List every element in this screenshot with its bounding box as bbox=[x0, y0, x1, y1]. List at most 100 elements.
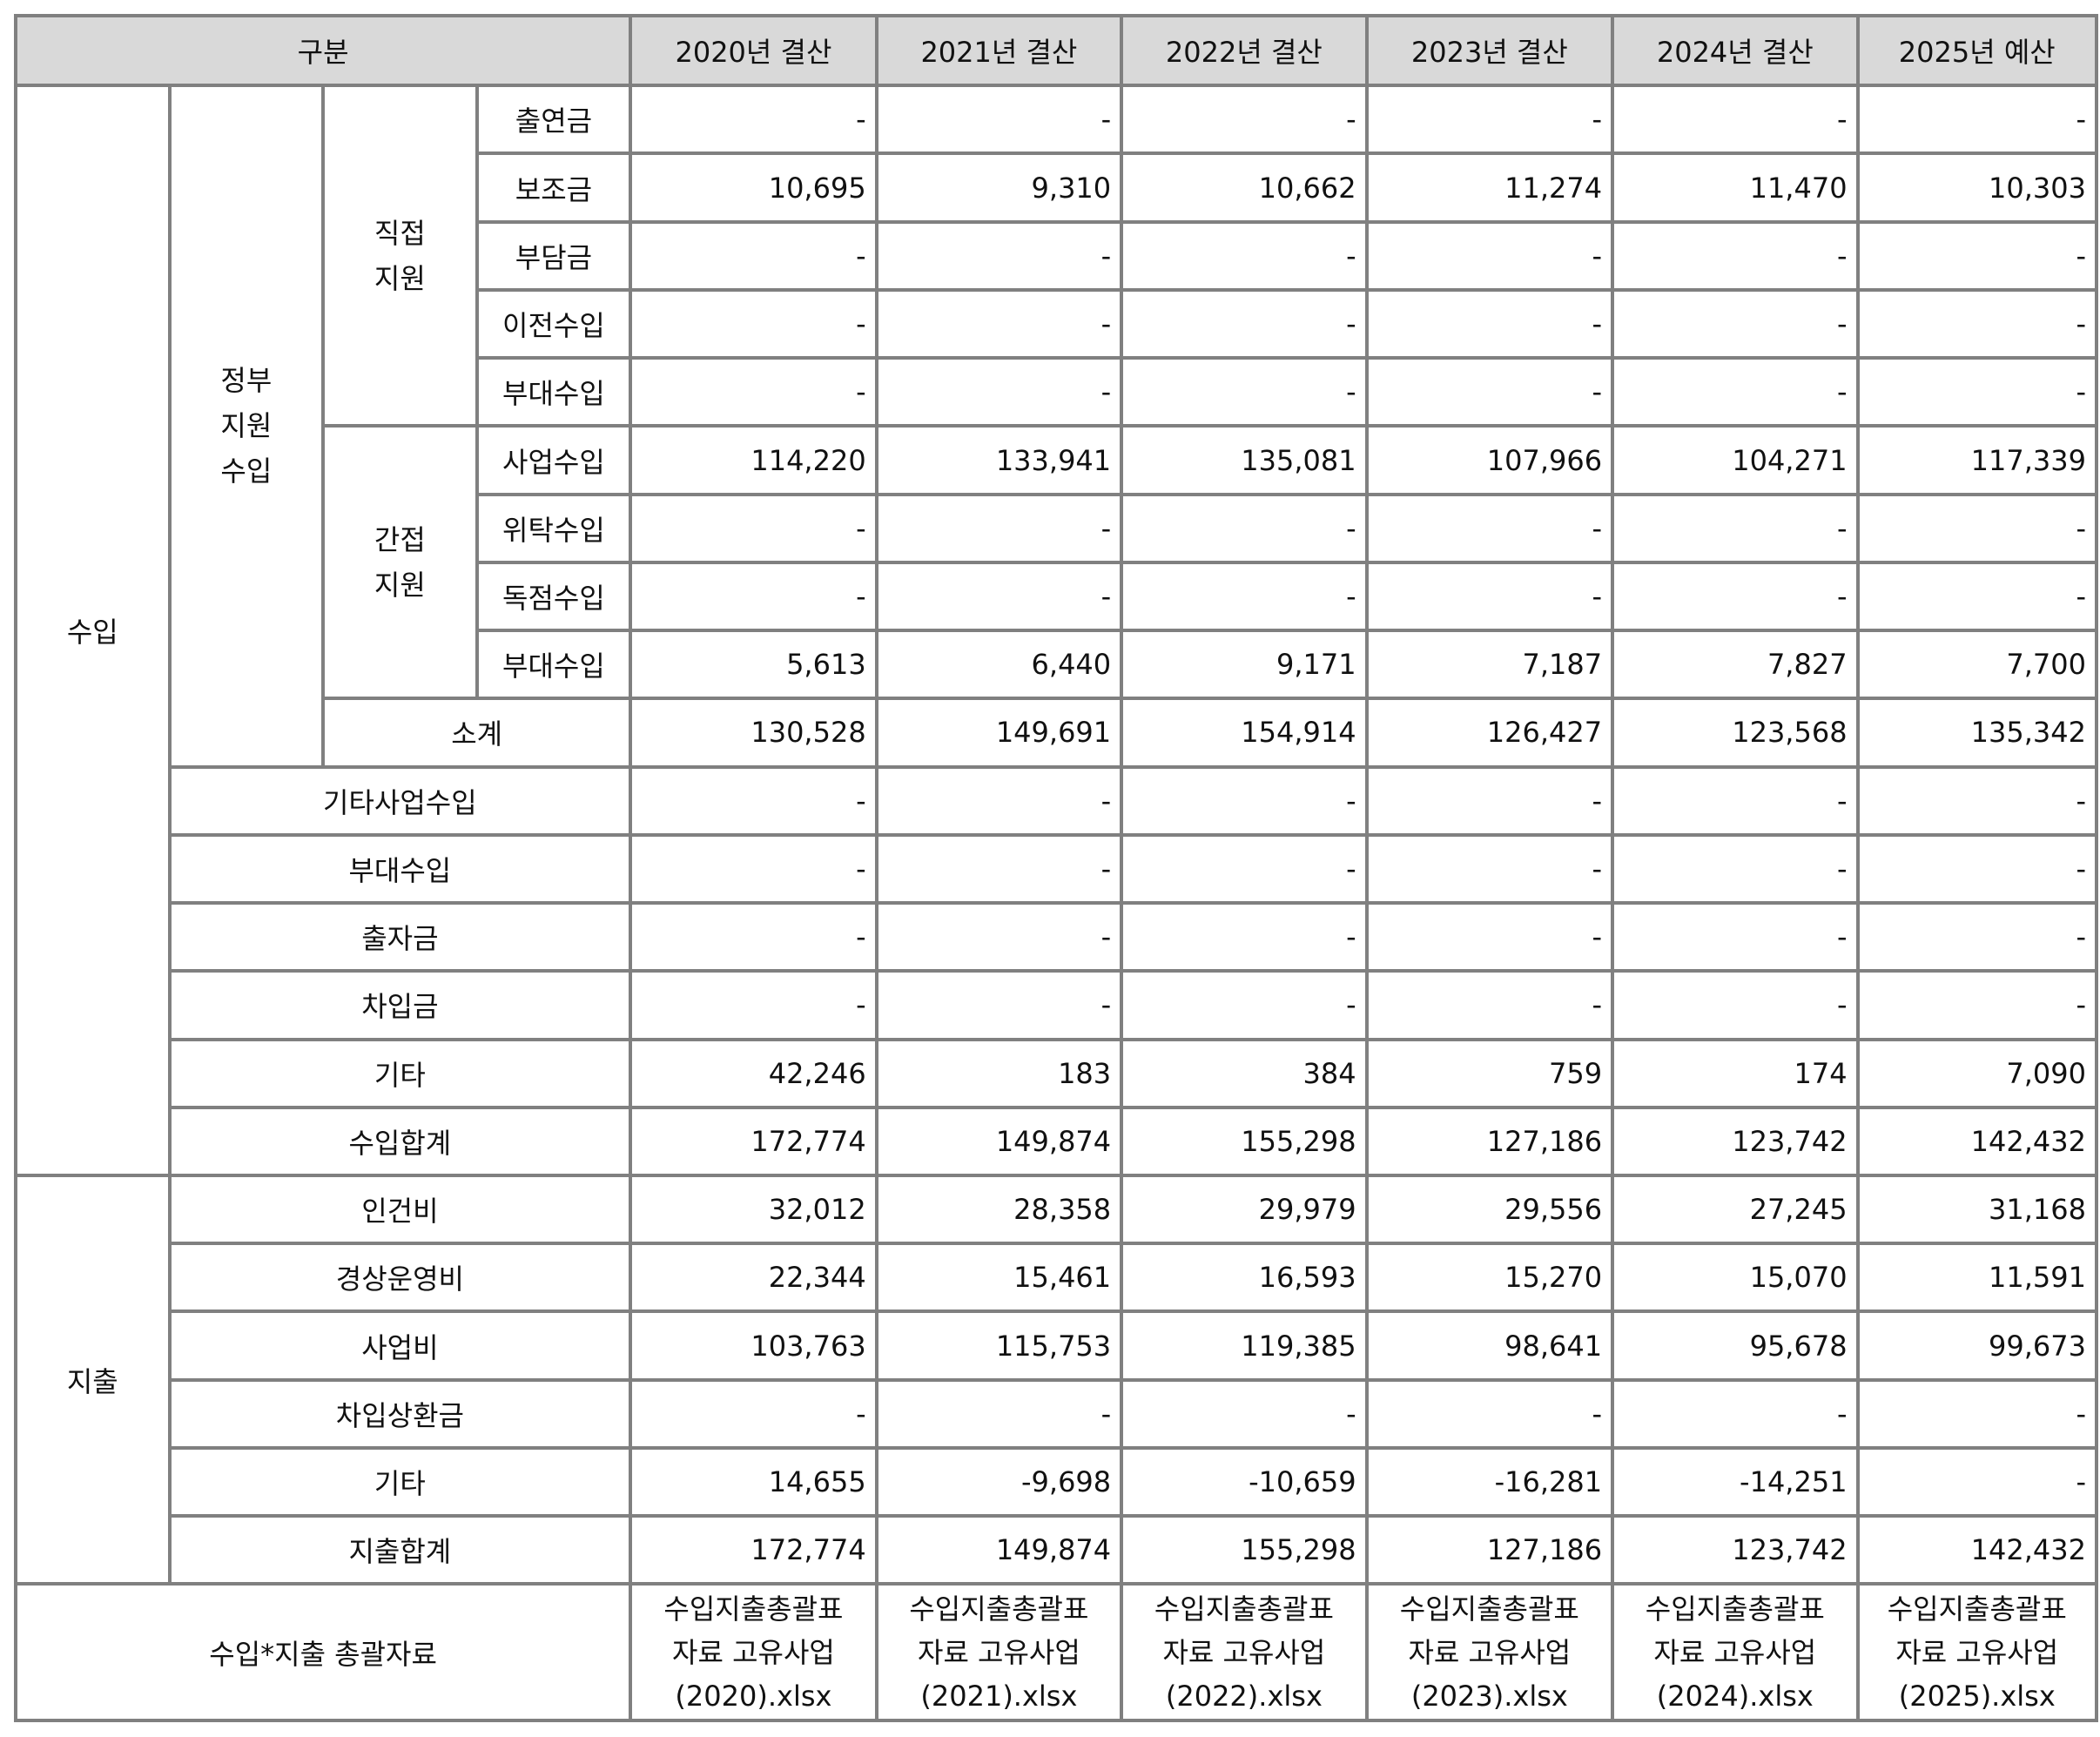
year-header: 2023년 결산 bbox=[1364, 13, 1615, 88]
year-header: 2022년 결산 bbox=[1120, 13, 1369, 88]
value-cell: - bbox=[1120, 764, 1369, 837]
table-row: 부대수입 5,613 6,440 9,171 7,187 7,827 7,700 bbox=[16, 629, 2099, 701]
value-cell: 11,274 bbox=[1364, 151, 1615, 224]
table-row: 기타 42,246 183 384 759 174 7,090 bbox=[16, 1037, 2099, 1109]
value-cell: - bbox=[1855, 764, 2099, 837]
value-cell: 127,186 bbox=[1364, 1514, 1615, 1586]
source-file-line: 수입지출총괄표 bbox=[1399, 1592, 1579, 1626]
source-file-line: (2023).xlsx bbox=[1410, 1679, 1568, 1713]
value-cell: 15,270 bbox=[1364, 1242, 1615, 1314]
value-cell: - bbox=[1364, 901, 1615, 973]
value-cell: 130,528 bbox=[629, 697, 878, 769]
value-cell: 15,461 bbox=[874, 1242, 1124, 1314]
value-cell: 11,591 bbox=[1855, 1242, 2099, 1314]
value-cell: - bbox=[1855, 219, 2099, 292]
value-cell: 126,427 bbox=[1364, 697, 1615, 769]
table-row: 간접 지원 사업수입 114,220 133,941 135,081 107,966 104,… bbox=[16, 424, 2099, 701]
source-file-cell: 수입지출총괄표 자료 고유사업 (2023).xlsx bbox=[1364, 1582, 1615, 1722]
value-cell: 9,310 bbox=[874, 151, 1124, 224]
source-file-cell: 수입지출총괄표 자료 고유사업 (2020).xlsx bbox=[629, 1582, 878, 1722]
year-header: 2024년 결산 bbox=[1611, 13, 1860, 88]
value-cell: -14,251 bbox=[1611, 1445, 1860, 1518]
value-cell: - bbox=[874, 84, 1124, 156]
value-cell: 7,090 bbox=[1855, 1037, 2099, 1109]
value-cell: 133,941 bbox=[874, 424, 1124, 496]
year-header: 2021년 결산 bbox=[874, 13, 1124, 88]
value-cell: 95,678 bbox=[1611, 1309, 1860, 1382]
value-cell: - bbox=[629, 764, 878, 837]
value-cell: 31,168 bbox=[1855, 1173, 2099, 1246]
value-cell: - bbox=[629, 492, 878, 564]
value-cell: - bbox=[874, 219, 1124, 292]
source-file-line: (2020).xlsx bbox=[675, 1679, 832, 1713]
value-cell: 107,966 bbox=[1364, 424, 1615, 496]
direct-support-label: 직접 지원 bbox=[321, 84, 479, 428]
value-cell: - bbox=[1855, 1445, 2099, 1518]
value-cell: 119,385 bbox=[1120, 1309, 1369, 1382]
table-row: 위탁수입 - - - - - - bbox=[16, 492, 2099, 564]
value-cell: 10,303 bbox=[1855, 151, 2099, 224]
value-cell: 27,245 bbox=[1611, 1173, 1860, 1246]
row-label: 사업수입 bbox=[475, 424, 633, 496]
row-label: 보조금 bbox=[475, 151, 633, 224]
value-cell: - bbox=[1364, 219, 1615, 292]
value-cell: -10,659 bbox=[1120, 1445, 1369, 1518]
row-label: 차입금 bbox=[167, 969, 633, 1041]
gov-support-label: 정부 지원 수입 bbox=[167, 84, 326, 769]
row-label: 인건비 bbox=[167, 1173, 633, 1246]
value-cell: 9,171 bbox=[1120, 629, 1369, 701]
row-label: 이전수입 bbox=[475, 287, 633, 360]
value-cell: - bbox=[1120, 901, 1369, 973]
value-cell: 149,874 bbox=[874, 1514, 1124, 1586]
source-file-line: 자료 고유사업 bbox=[1653, 1635, 1817, 1669]
source-file-line: 자료 고유사업 bbox=[1895, 1635, 2059, 1669]
value-cell: -16,281 bbox=[1364, 1445, 1615, 1518]
gov-support-label-line: 지원 bbox=[220, 409, 273, 443]
value-cell: -9,698 bbox=[874, 1445, 1124, 1518]
value-cell: 115,753 bbox=[874, 1309, 1124, 1382]
value-cell: - bbox=[629, 356, 878, 428]
value-cell: - bbox=[874, 356, 1124, 428]
value-cell: 384 bbox=[1120, 1037, 1369, 1109]
value-cell: 135,081 bbox=[1120, 424, 1369, 496]
value-cell: - bbox=[1364, 84, 1615, 156]
direct-support-label-line: 직접 bbox=[374, 216, 426, 250]
value-cell: - bbox=[874, 764, 1124, 837]
table-row: 경상운영비 22,344 15,461 16,593 15,270 15,070 11,59… bbox=[16, 1242, 2099, 1314]
value-cell: 29,979 bbox=[1120, 1173, 1369, 1246]
gov-support-label-line: 정부 bbox=[220, 364, 273, 398]
row-label: 사업비 bbox=[167, 1309, 633, 1382]
table-row: 사업비 103,763 115,753 119,385 98,641 95,678 99,6… bbox=[16, 1309, 2099, 1382]
source-file-line: (2025).xlsx bbox=[1898, 1679, 2056, 1713]
source-file-line: 자료 고유사업 bbox=[672, 1635, 835, 1669]
source-file-line: (2024).xlsx bbox=[1656, 1679, 1814, 1713]
value-cell: - bbox=[629, 1377, 878, 1450]
value-cell: 123,742 bbox=[1611, 1105, 1860, 1177]
row-label: 지출합계 bbox=[167, 1514, 633, 1586]
value-cell: - bbox=[874, 492, 1124, 564]
value-cell: - bbox=[1855, 1377, 2099, 1450]
value-cell: 99,673 bbox=[1855, 1309, 2099, 1382]
value-cell: 98,641 bbox=[1364, 1309, 1615, 1382]
row-label: 독점수입 bbox=[475, 560, 633, 633]
source-file-line: (2021).xlsx bbox=[920, 1679, 1078, 1713]
value-cell: - bbox=[1120, 1377, 1369, 1450]
value-cell: 22,344 bbox=[629, 1242, 878, 1314]
subtotal-row: 소계 130,528 149,691 154,914 126,427 123,568 135… bbox=[16, 697, 2099, 769]
value-cell: - bbox=[1855, 356, 2099, 428]
value-cell: - bbox=[1364, 560, 1615, 633]
value-cell: - bbox=[1611, 219, 1860, 292]
value-cell: 154,914 bbox=[1120, 697, 1369, 769]
table-row: 이전수입 - - - - - - bbox=[16, 287, 2099, 360]
source-file-line: 수입지출총괄표 bbox=[909, 1592, 1089, 1626]
value-cell: - bbox=[1855, 832, 2099, 906]
row-label: 기타사업수입 bbox=[167, 764, 633, 837]
source-row: 수입*지출 총괄자료 수입지출총괄표 자료 고유사업 (2020).xlsx 수입지출총… bbox=[13, 1582, 2099, 1722]
source-file-line: 자료 고유사업 bbox=[918, 1635, 1080, 1669]
row-label: 출연금 bbox=[475, 84, 633, 156]
value-cell: - bbox=[1120, 560, 1369, 633]
source-file-line: 수입지출총괄표 bbox=[1154, 1592, 1334, 1626]
value-cell: - bbox=[1611, 764, 1860, 837]
value-cell: - bbox=[1120, 969, 1369, 1041]
value-cell: - bbox=[1120, 219, 1369, 292]
